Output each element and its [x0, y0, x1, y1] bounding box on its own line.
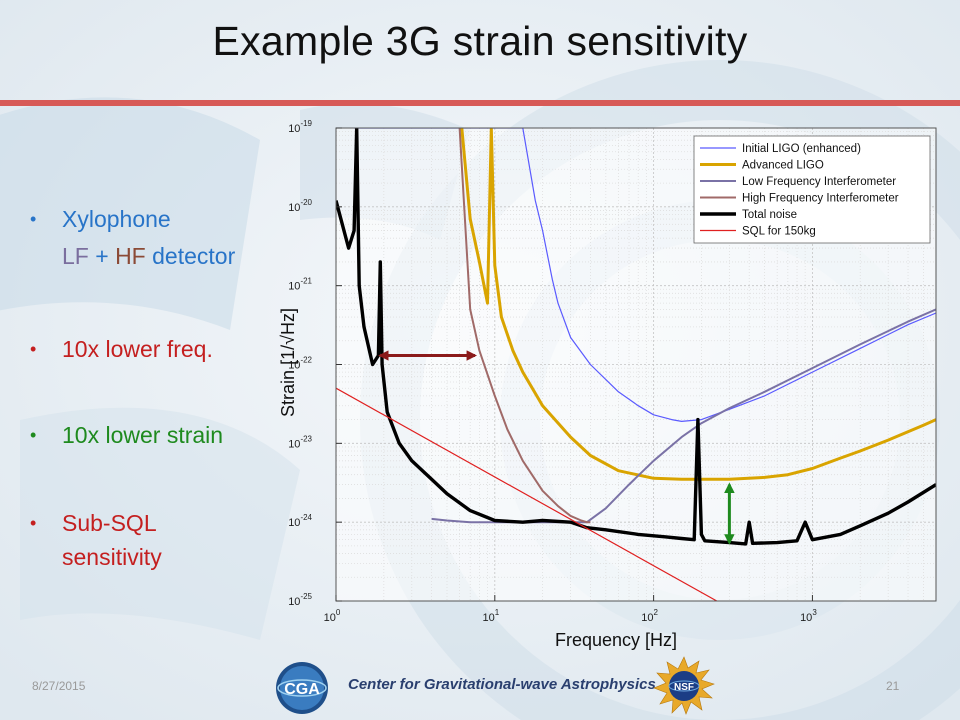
legend-box [693, 135, 931, 244]
footer-organization: Center for Gravitational-wave Astrophysi… [348, 676, 656, 693]
strain-sensitivity-chart: 100 101 102 10310-2510-2410-2310-2210-2110-… [278, 119, 937, 650]
series-line-4 [336, 128, 936, 546]
plus-label: + [88, 243, 116, 269]
series-line-5 [336, 387, 718, 601]
title-underline [0, 100, 960, 106]
y-tick-label: 10-21 [288, 277, 312, 293]
bullet-dot: • [30, 425, 37, 445]
series-line-0 [354, 128, 936, 422]
y-tick-label: 10-19 [288, 119, 312, 135]
annotations [378, 350, 735, 545]
nsf-logo-text: NSF [674, 682, 694, 693]
cga-logo-text: CGA [284, 681, 320, 698]
series-lines [336, 128, 936, 601]
x-tick-label: 103 [800, 608, 817, 624]
y-tick-label: 10-23 [288, 434, 312, 450]
bullet-text: sensitivity [62, 544, 162, 570]
series-line-1 [460, 128, 936, 481]
y-tick-label: 10-25 [288, 592, 312, 608]
bullet-dot: • [30, 209, 37, 229]
series-line-3 [458, 128, 591, 524]
x-axis-label: Frequency [Hz] [555, 630, 677, 650]
legend-label-3: High Frequency Interferometer [742, 193, 899, 205]
y-tick-label: 10-20 [288, 198, 312, 214]
slide-title: Example 3G strain sensitivity [212, 18, 748, 64]
detector-label: detector [145, 243, 236, 269]
legend-label-5: SQL for 150kg [742, 226, 816, 238]
bullet-dot: • [30, 339, 37, 359]
x-tick-label: 100 [324, 608, 341, 624]
x-tick-label: 102 [641, 608, 658, 624]
legend: Initial LIGO (enhanced) Advanced LIGO Low … [693, 135, 931, 244]
legend-label-4: Total noise [742, 209, 797, 221]
y-tick-label: 10-24 [288, 513, 312, 529]
cga-logo: CGA [276, 662, 328, 714]
page-number: 21 [886, 679, 900, 693]
bullet-dot: • [30, 513, 37, 533]
bullet-text: 10x lower freq. [62, 336, 213, 362]
bullet-text: Xylophone [62, 206, 171, 232]
footer-date: 8/27/2015 [32, 679, 86, 693]
lf-label: LF [62, 243, 89, 269]
x-tick-label: 101 [482, 608, 499, 624]
bullet-text: LF + HF detector [62, 241, 235, 272]
bullet-text: Sub-SQL [62, 510, 157, 536]
legend-label-0: Initial LIGO (enhanced) [742, 143, 861, 155]
hf-label: HF [115, 243, 146, 269]
nsf-logo: NSF [653, 656, 715, 715]
legend-label-2: Low Frequency Interferometer [742, 176, 896, 188]
y-axis-label: Strain [1/√Hz] [278, 308, 298, 417]
bullet-text: 10x lower strain [62, 422, 224, 448]
legend-label-1: Advanced LIGO [742, 160, 824, 172]
